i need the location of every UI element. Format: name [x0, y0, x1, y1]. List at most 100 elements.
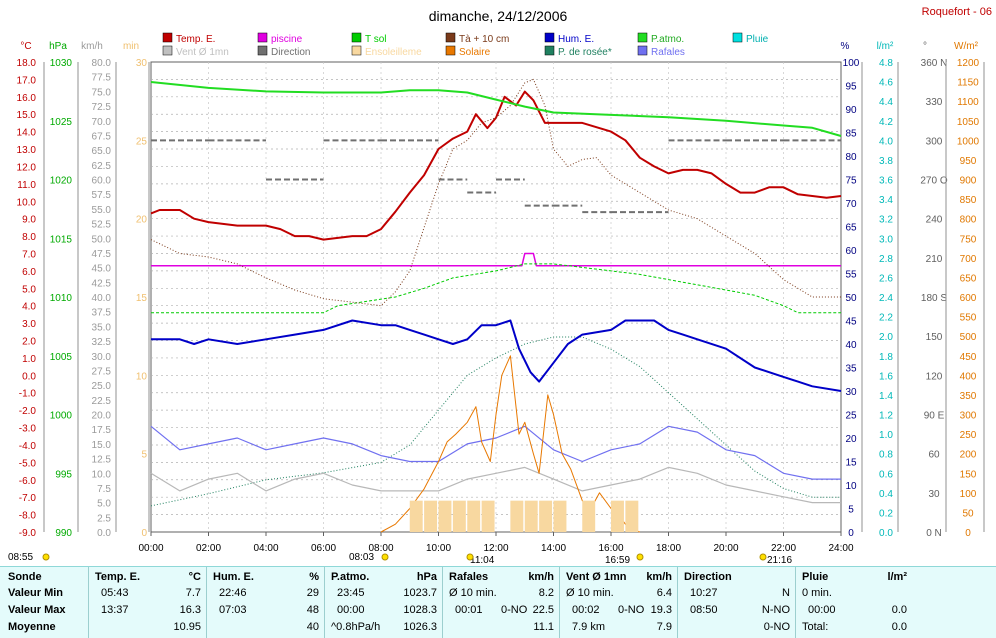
deg-axis-tick: 120 [926, 371, 943, 382]
stats-col-temp: Temp. E. °C 05:43 7.7 13:37 16.3 10.95 [88, 567, 207, 638]
kmh-axis-tick: 30.0 [92, 352, 112, 363]
time-tick: 04:00 [253, 543, 278, 554]
min-axis-tick: 25 [136, 136, 148, 147]
series-t-10-cm [150, 78, 841, 307]
lm2-axis-tick: 2.2 [879, 313, 893, 324]
stats-label-moy: Moyenne [8, 621, 56, 633]
kmh-axis-tick: 72.5 [92, 102, 112, 113]
sunshine-bar [438, 500, 452, 532]
stats-min: 29 [306, 587, 319, 599]
time-marker: 21:16 [767, 555, 792, 566]
legend-swatch [445, 32, 456, 43]
pct-axis-tick: 60 [845, 246, 857, 257]
kmh-axis-tick: 62.5 [92, 161, 112, 172]
sunshine-bar [539, 500, 553, 532]
wm2-axis-tick: 200 [960, 450, 977, 461]
stats-min: 7.7 [185, 587, 201, 599]
series-temp-e- [150, 90, 842, 241]
deg-axis-tick: 30 [928, 489, 940, 500]
stats-max-dir: 0-NO [501, 604, 528, 616]
lm2-axis-tick: 4.6 [879, 78, 893, 89]
markers: 08:55 08:03 11:04 16:59 21:16 [8, 552, 792, 566]
temp-axis-tick: -1.0 [19, 389, 37, 400]
lm2-axis-tick: 0.0 [879, 528, 893, 539]
pct-axis-tick: 90 [845, 105, 857, 116]
kmh-axis-tick: 25.0 [92, 381, 112, 392]
time-tick: 16:00 [598, 543, 623, 554]
lm2-axis-tick: 1.2 [879, 411, 893, 422]
pct-axis-tick: 55 [845, 270, 857, 281]
stats-max-dir: 0-NO [618, 604, 645, 616]
pct-axis-tick: 25 [845, 411, 857, 422]
pct-axis-tick: 95 [845, 82, 857, 93]
stats-unit: km/h [528, 571, 554, 583]
time-tick: 10:00 [426, 543, 451, 554]
axes: 18.0 17.0 16.0 15.0 14.0 13.0 12.0 11.0 10.0 9.0 8… [17, 41, 985, 554]
temp-axis-tick: 5.0 [22, 284, 36, 295]
time-tick: 20:00 [713, 543, 738, 554]
series-t-sol [151, 263, 841, 314]
kmh-axis-tick: 15.0 [92, 440, 112, 451]
stats-moy: 0-NO [763, 621, 790, 633]
sunshine-bar [467, 500, 481, 532]
temp-axis-tick: -7.0 [19, 493, 37, 504]
stats-moy-label: Total: [802, 621, 829, 633]
stats-header: Rafales [449, 571, 489, 583]
legend-swatch [351, 45, 362, 56]
pct-axis-tick: 20 [845, 434, 857, 445]
temp-axis-tick: -2.0 [19, 406, 37, 417]
lm2-axis-tick: 0.8 [879, 450, 893, 461]
sun-marker [381, 553, 389, 561]
wm2-axis-tick: 850 [960, 195, 977, 206]
axis-unit: ° [923, 41, 927, 52]
stats-max: 19.3 [650, 604, 672, 616]
legend-swatch [445, 45, 456, 56]
pct-axis-tick: 80 [845, 152, 857, 163]
lm2-axis-tick: 1.6 [879, 371, 893, 382]
axis-unit: hPa [49, 41, 67, 52]
time-marker: 08:03 [349, 552, 374, 563]
legend-label: Rafales [651, 47, 685, 58]
legend-swatch [257, 45, 268, 56]
temp-axis-tick: 15.0 [17, 110, 37, 121]
stats-min: N [782, 587, 790, 599]
stats-max-time: 00:01 [455, 604, 483, 616]
stats-unit: l/m² [887, 571, 907, 583]
kmh-axis-tick: 45.0 [92, 264, 112, 275]
temp-axis-tick: 18.0 [17, 58, 37, 69]
sunshine-bar [452, 500, 466, 532]
wm2-axis-tick: 750 [960, 234, 977, 245]
deg-axis-tick: 360 N [921, 58, 948, 69]
kmh-axis-tick: 55.0 [92, 205, 112, 216]
wm2-axis-tick: 900 [960, 176, 977, 187]
legend-label: Direction [271, 47, 310, 58]
legend-label: Temp. E. [176, 34, 215, 45]
stats-header: Vent Ø 1mn [566, 571, 627, 583]
stats-col-rafales: Rafales km/h Ø 10 min. 8.2 00:01 0-NO 22… [442, 567, 560, 638]
deg-axis-tick: 330 [926, 97, 943, 108]
lm2-axis-tick: 2.8 [879, 254, 893, 265]
lm2-axis-tick: 3.0 [879, 234, 893, 245]
wm2-axis-tick: 550 [960, 313, 977, 324]
legend-swatch [257, 32, 268, 43]
stats-max-time: 00:00 [808, 604, 836, 616]
axis-unit: l/m² [877, 41, 894, 52]
stats-header: Pluie [802, 571, 829, 583]
time-tick: 18:00 [656, 543, 681, 554]
kmh-axis-tick: 0.0 [97, 528, 111, 539]
axis-unit: min [123, 41, 139, 52]
stats-min-time: 10:27 [690, 587, 718, 599]
series-hum-e- [151, 319, 842, 392]
kmh-axis-tick: 22.5 [92, 396, 112, 407]
stats-col-hum: Hum. E. % 22:46 29 07:03 48 40 [206, 567, 325, 638]
sunshine-bar [424, 500, 438, 532]
series-p-atmo- [150, 81, 842, 137]
wm2-axis-tick: 500 [960, 332, 977, 343]
legend-label: T sol [365, 34, 387, 45]
stats-min: 1023.7 [403, 587, 437, 599]
wm2-axis-tick: 100 [960, 489, 977, 500]
hpa-axis-tick: 1000 [50, 411, 73, 422]
wm2-axis-tick: 1150 [957, 78, 979, 89]
wm2-axis-tick: 1050 [957, 117, 980, 128]
stats-moy: 40 [306, 621, 319, 633]
